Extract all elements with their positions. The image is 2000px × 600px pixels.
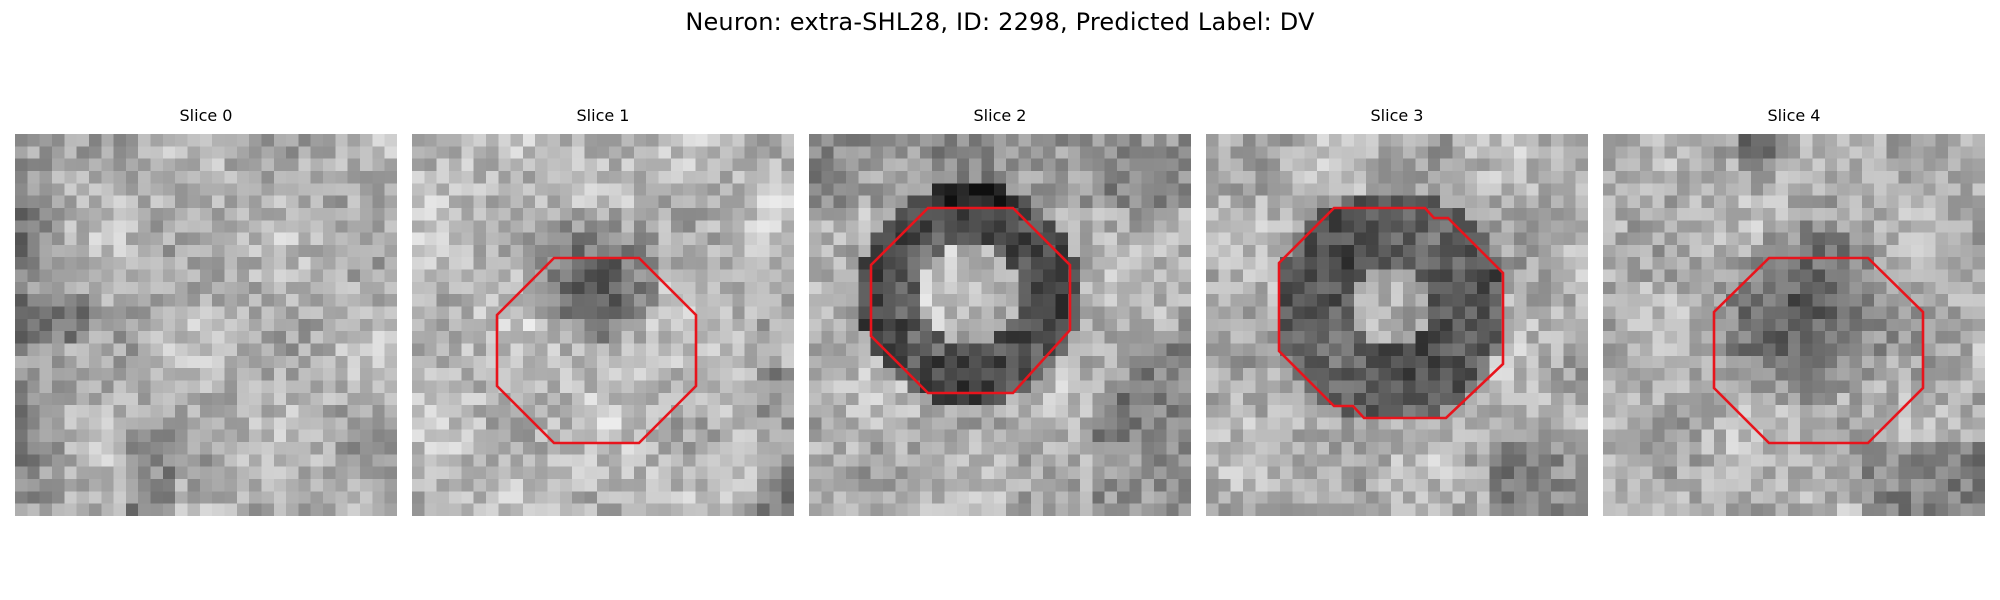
slice-panel-2: Slice 2 — [809, 106, 1191, 516]
slice-image — [1603, 134, 1985, 516]
slice-image — [15, 134, 397, 516]
slice-panel-3: Slice 3 — [1206, 106, 1588, 516]
roi-contour — [495, 256, 698, 445]
roi-contour-line — [869, 206, 1072, 395]
roi-contour — [1277, 206, 1505, 420]
roi-contour — [869, 206, 1072, 395]
slice-title: Slice 1 — [576, 106, 630, 125]
roi-contour-line — [1712, 256, 1925, 445]
roi-contour — [1712, 256, 1925, 445]
slice-panel-4: Slice 4 — [1603, 106, 1985, 516]
slice-panel-0: Slice 0 — [15, 106, 397, 516]
slice-image — [1206, 134, 1588, 516]
roi-contour-line — [1277, 206, 1505, 420]
slice-title: Slice 0 — [179, 106, 233, 125]
figure-title: Neuron: extra-SHL28, ID: 2298, Predicted… — [685, 8, 1315, 36]
slice-image — [412, 134, 794, 516]
slice-title: Slice 4 — [1767, 106, 1821, 125]
slice-panel-1: Slice 1 — [412, 106, 794, 516]
roi-contour-line — [495, 256, 698, 445]
slice-image — [809, 134, 1191, 516]
slice-title: Slice 3 — [1370, 106, 1424, 125]
slice-title: Slice 2 — [973, 106, 1027, 125]
